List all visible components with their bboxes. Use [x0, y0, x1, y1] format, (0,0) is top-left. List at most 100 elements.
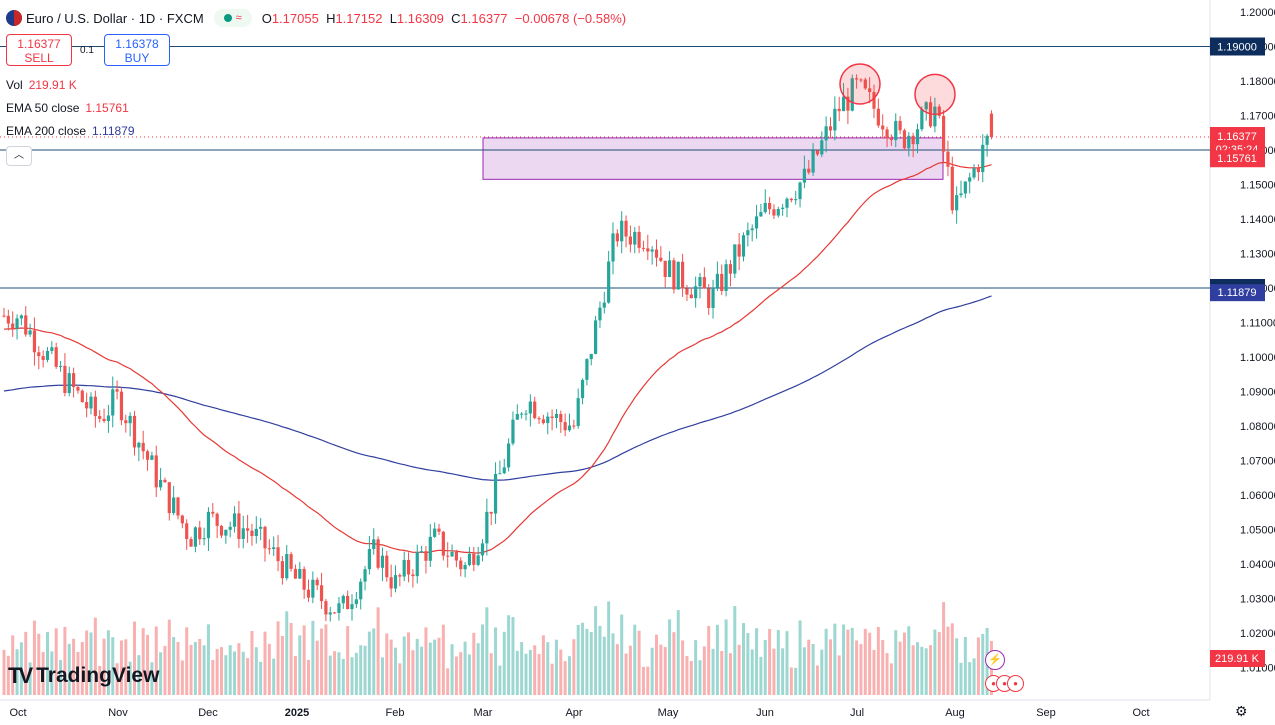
volume-bar — [498, 665, 502, 695]
volume-bar — [372, 628, 376, 695]
volume-bar — [624, 653, 628, 695]
ema50-legend[interactable]: EMA 50 close 1.15761 — [6, 101, 129, 115]
x-tick-label: Oct — [1132, 707, 1149, 719]
candle-body — [302, 568, 306, 590]
candle-body — [754, 216, 759, 229]
tradingview-logo[interactable]: TV TradingView — [8, 663, 159, 689]
buy-button[interactable]: 1.16378 BUY — [104, 34, 170, 66]
volume-bar — [389, 639, 393, 695]
volume-bar — [193, 641, 197, 695]
volume-bar — [924, 648, 928, 695]
volume-bar — [63, 626, 67, 695]
candle-body — [963, 181, 967, 194]
candle-body — [219, 525, 224, 536]
volume-bar — [611, 633, 615, 695]
candle-body — [437, 528, 441, 532]
ema200-legend[interactable]: EMA 200 close 1.11879 — [6, 124, 135, 138]
x-tick-label: Oct — [9, 707, 26, 719]
volume-bar — [576, 624, 580, 695]
volume-bar — [98, 666, 102, 695]
volume-bar — [863, 628, 867, 695]
candle-body — [67, 373, 71, 393]
candle-body — [454, 551, 458, 561]
candle-body — [76, 387, 80, 391]
candle-body — [54, 347, 58, 367]
high-value: 1.17152 — [335, 10, 383, 26]
candle-body — [354, 599, 358, 605]
volume-legend[interactable]: Vol 219.91 K — [6, 78, 77, 92]
candle-body — [459, 560, 463, 570]
volume-bar — [102, 638, 106, 695]
volume-bar — [476, 643, 480, 695]
candle-body — [202, 538, 206, 540]
candle-body — [589, 353, 593, 360]
candle-body — [489, 511, 493, 514]
economic-events-icon[interactable]: ● ● ● — [985, 675, 1024, 692]
volume-bar — [598, 625, 602, 695]
volume-tag-label: 219.91 K — [1215, 653, 1260, 665]
candle-body — [293, 568, 298, 579]
candle-body — [476, 555, 480, 565]
candle-body — [567, 425, 572, 431]
volume-bar — [746, 633, 750, 695]
lightning-icon[interactable]: ⚡ — [985, 650, 1005, 670]
wave-icon: ≈ — [235, 12, 242, 24]
volume-bar — [698, 660, 702, 695]
volume-bar — [689, 661, 693, 695]
candle-body — [820, 140, 824, 155]
volume-bar — [889, 663, 893, 695]
market-status-indicator[interactable]: ≈ — [213, 9, 252, 27]
volume-bar — [650, 647, 654, 695]
candle-body — [520, 413, 524, 415]
candle-body — [507, 443, 511, 468]
volume-bar — [224, 655, 228, 695]
candle-body — [711, 287, 715, 308]
eur-usd-flag-icon — [6, 10, 22, 26]
volume-bar — [141, 628, 145, 695]
volume-bar — [815, 665, 819, 695]
candle-body — [685, 288, 689, 295]
volume-bar — [228, 645, 232, 695]
volume-bar — [968, 662, 972, 695]
volume-bar — [320, 628, 324, 695]
volume-bar — [907, 626, 911, 695]
volume-bar — [807, 639, 811, 695]
gear-icon[interactable]: ⚙ — [1235, 703, 1248, 719]
candle-body — [741, 235, 746, 257]
volume-bar — [472, 632, 476, 695]
volume-bar — [763, 639, 767, 695]
volume-bar — [781, 648, 785, 695]
x-tick-label: Sep — [1036, 707, 1056, 719]
candle-body — [137, 442, 141, 448]
volume-bar — [428, 642, 432, 695]
volume-bar — [367, 631, 371, 695]
volume-bar — [520, 642, 524, 695]
volume-bar — [733, 606, 737, 695]
volume-bar — [855, 640, 859, 695]
candle-body — [950, 166, 954, 211]
volume-bar — [254, 647, 258, 695]
candle-body — [272, 547, 276, 550]
volume-bar — [546, 642, 550, 695]
volume-bar — [911, 645, 915, 695]
x-tick-label: Nov — [108, 707, 128, 719]
volume-bar — [285, 611, 289, 695]
symbol-title[interactable]: Euro / U.S. Dollar · 1D · FXCM — [26, 10, 204, 26]
volume-bar — [250, 630, 254, 695]
candle-body — [580, 379, 585, 399]
candle-body — [420, 551, 424, 553]
volume-bar — [298, 635, 302, 695]
volume-bar — [346, 626, 350, 695]
volume-bar — [859, 644, 863, 695]
candle-body — [772, 209, 776, 216]
sell-button[interactable]: 1.16377 SELL — [6, 34, 72, 66]
candle-body — [859, 79, 863, 81]
volume-bar — [167, 619, 171, 695]
candle-body — [989, 113, 994, 137]
collapse-legend-button[interactable]: ︿ — [6, 146, 32, 166]
y-tick-label: 1.09000 — [1240, 387, 1275, 399]
volume-bar — [785, 631, 789, 695]
volume-bar — [615, 644, 619, 695]
ema200-price-tag — [1210, 284, 1265, 302]
